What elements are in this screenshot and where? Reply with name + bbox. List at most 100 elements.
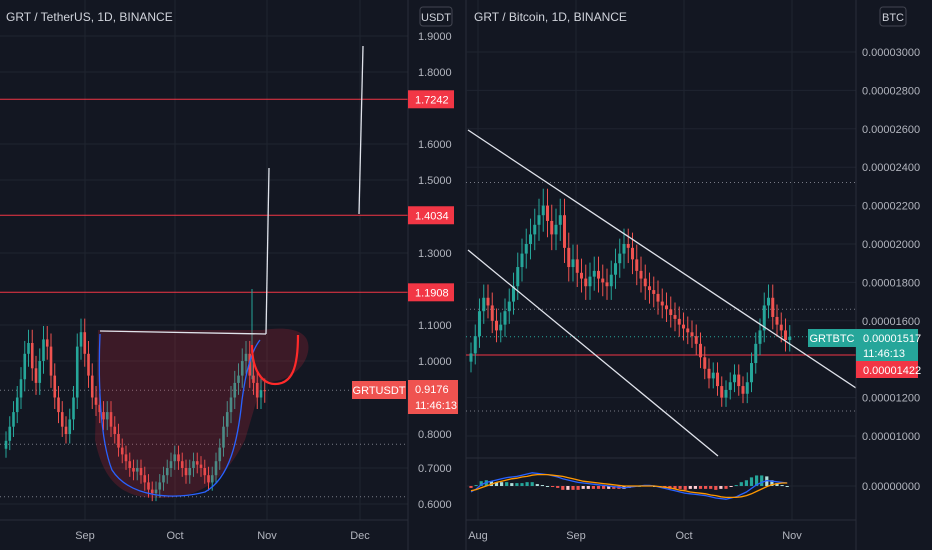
macd-histogram-bar xyxy=(709,486,713,489)
candle-body xyxy=(728,382,732,390)
macd-histogram-bar xyxy=(566,486,570,490)
candle-body xyxy=(762,305,766,331)
macd-histogram-bar xyxy=(510,483,514,486)
left-countdown: 11:46:13 xyxy=(415,400,457,412)
macd-histogram-bar xyxy=(515,483,519,486)
macd-histogram-bar xyxy=(505,482,509,486)
cup-rim-line xyxy=(99,330,267,335)
level-price-tag xyxy=(408,283,454,302)
left-y-tick-label: 1.0000 xyxy=(418,356,452,368)
macd-histogram-bar xyxy=(683,486,687,490)
candle-body xyxy=(652,290,656,294)
candle-body xyxy=(711,372,715,379)
btc-badge[interactable] xyxy=(879,6,907,27)
btc-badge-label: BTC xyxy=(882,12,904,24)
candle-body xyxy=(656,293,660,302)
left-time-axis[interactable]: Sep Oct Nov Dec xyxy=(75,530,370,542)
candle-body xyxy=(214,461,218,476)
candle-body xyxy=(105,412,109,420)
right-countdown: 11:46:13 xyxy=(863,348,905,360)
right-y-ticks: 0.00003000 0.00002800 0.00002600 0.00002400… xyxy=(862,47,920,493)
macd-histogram-bar xyxy=(596,486,601,489)
candle-body xyxy=(184,468,188,476)
macd-histogram-bar xyxy=(749,477,754,486)
macd-histogram-bar xyxy=(500,482,504,486)
candle-body xyxy=(199,464,203,468)
candle-body xyxy=(622,244,626,254)
candle-body xyxy=(478,311,481,337)
projection-line-2 xyxy=(358,45,364,215)
candle-body xyxy=(102,412,105,420)
candle-body xyxy=(75,346,79,398)
macd-histogram-bar xyxy=(760,475,764,486)
candle-body xyxy=(64,426,68,434)
candle-body xyxy=(609,274,613,287)
macd-histogram-bar xyxy=(479,481,483,486)
macd-histogram-bar xyxy=(530,482,534,486)
candle-body xyxy=(541,205,545,216)
candle-body xyxy=(631,247,634,260)
candle-body xyxy=(57,397,60,413)
candle-body xyxy=(165,468,169,476)
macd-histogram-bar xyxy=(612,486,616,489)
left-x-tick-label: Oct xyxy=(166,530,183,542)
candle-body xyxy=(601,278,605,283)
right-y-tick-label: 0.00001000 xyxy=(862,431,920,443)
candle-body xyxy=(733,374,736,383)
macd-histogram-bar xyxy=(581,486,585,489)
candle-body xyxy=(237,375,240,383)
candle-body xyxy=(263,390,267,392)
macd-histogram-bar xyxy=(586,486,590,489)
macd-histogram-bar xyxy=(688,486,692,489)
candle-body xyxy=(486,297,490,306)
candle-body xyxy=(520,253,524,268)
candle-body xyxy=(741,386,745,394)
macd-histogram-bar xyxy=(607,486,611,489)
candle-body xyxy=(703,357,707,369)
right-x-tick-label: Aug xyxy=(468,530,488,542)
right-price-scale[interactable]: BTC 0.000030000.000028000.000026000.0000… xyxy=(808,0,921,550)
candle-body xyxy=(90,375,94,398)
candle-body xyxy=(207,475,210,483)
candle-body xyxy=(745,382,749,394)
left-x-tick-label: Dec xyxy=(350,530,370,542)
candle-body xyxy=(758,330,762,344)
right-last-price-tag xyxy=(856,329,918,362)
right-last-price: 0.00001517 xyxy=(863,333,921,345)
grtbtc-symbol-tag xyxy=(808,329,856,347)
left-chart-panel[interactable]: GRT / TetherUS, 1D, BINANCE Sep Oct Nov Dec xyxy=(0,0,408,542)
right-y-tick-label: 0.00002200 xyxy=(862,201,920,213)
macd-histogram-bar xyxy=(780,485,784,487)
right-time-axis[interactable]: Aug Sep Oct Nov xyxy=(468,530,802,542)
right-y-tick-label: 0.00002400 xyxy=(862,162,920,174)
candle-body xyxy=(673,315,677,319)
candle-body xyxy=(68,419,72,434)
right-chart-panel[interactable]: GRT / Bitcoin, 1D, BINANCE Aug Sep Oct Nov xyxy=(466,0,857,542)
right-channel-lines xyxy=(467,129,857,457)
candle-body xyxy=(614,263,617,275)
left-price-scale[interactable]: USDT 1.9000 1.8000 1.6000 1.5000 1.3000 1.100… xyxy=(352,0,458,550)
candle-body xyxy=(784,330,787,340)
candle-body xyxy=(158,482,162,490)
candle-body xyxy=(469,353,473,362)
candle-body xyxy=(720,386,724,398)
macd-histogram-bar xyxy=(678,486,682,489)
candle-body xyxy=(775,316,779,325)
left-y-tick-label: 1.8000 xyxy=(418,67,452,79)
candle-body xyxy=(737,374,741,387)
candle-body xyxy=(660,301,664,306)
candle-body xyxy=(72,397,75,420)
candle-body xyxy=(135,468,139,472)
candle-body xyxy=(665,305,668,310)
usdt-badge[interactable] xyxy=(419,6,453,27)
macd-histogram-bar xyxy=(698,486,703,489)
right-x-tick-label: Nov xyxy=(782,530,802,542)
candle-body xyxy=(150,489,154,494)
candle-body xyxy=(23,353,27,380)
level-price-tag xyxy=(408,90,454,109)
candle-body xyxy=(503,311,507,325)
macd-histogram-bar xyxy=(693,486,697,489)
candle-body xyxy=(233,382,237,398)
candle-body xyxy=(580,272,583,279)
candle-body xyxy=(218,447,222,462)
